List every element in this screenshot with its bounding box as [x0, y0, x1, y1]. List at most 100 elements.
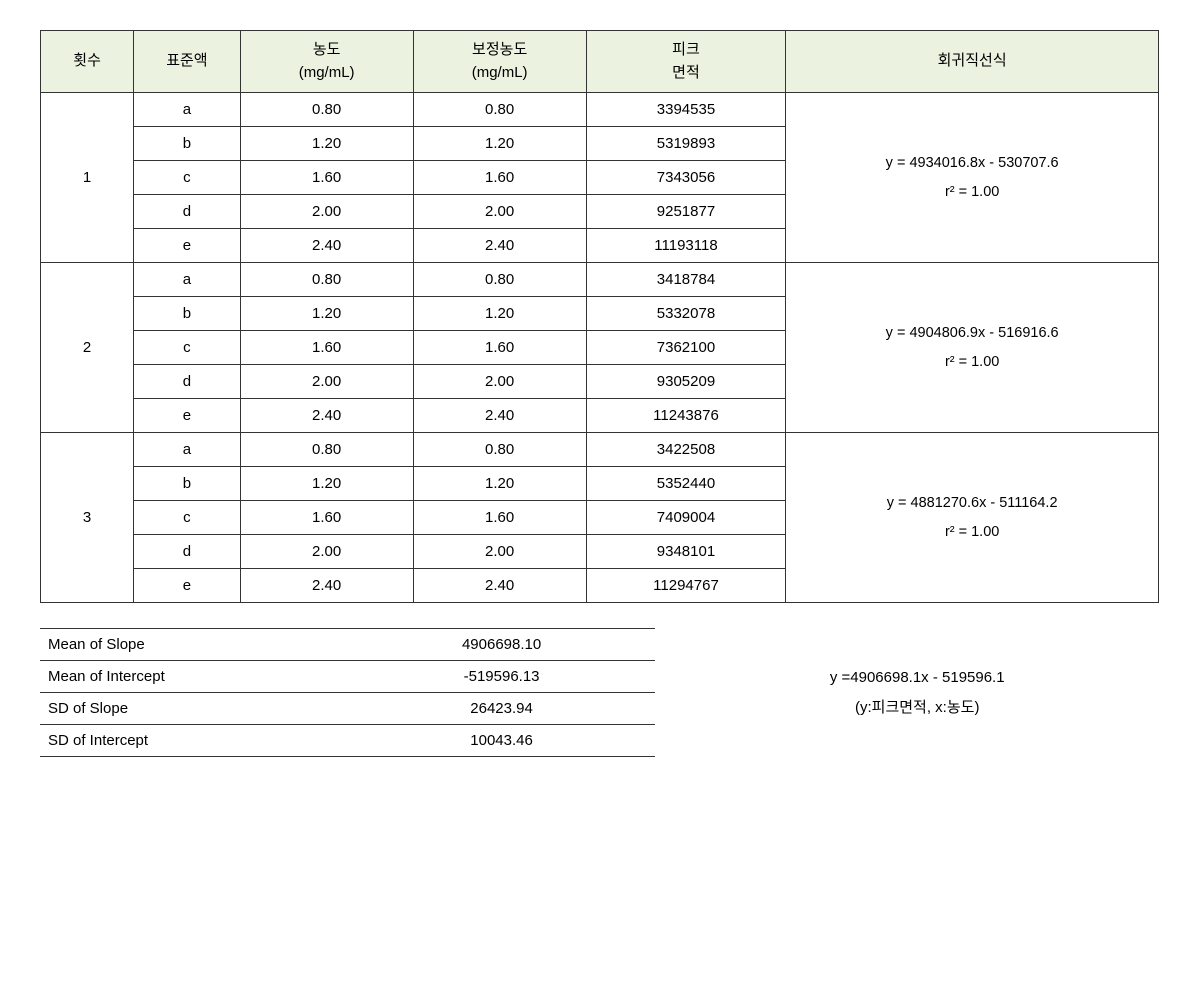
std-cell: c	[134, 161, 240, 195]
std-cell: b	[134, 297, 240, 331]
std-cell: d	[134, 535, 240, 569]
corr-cell: 2.40	[413, 569, 586, 603]
corr-cell: 1.60	[413, 331, 586, 365]
summary-equation: y =4906698.1x - 519596.1 (y:피크면적, x:농도)	[655, 663, 1159, 723]
peak-cell: 5332078	[586, 297, 786, 331]
equation-cell: y = 4934016.8x - 530707.6 r² = 1.00	[786, 93, 1159, 263]
header-count: 횟수	[41, 31, 134, 93]
header-peak-l1: 피크	[672, 41, 700, 58]
std-cell: a	[134, 93, 240, 127]
conc-cell: 1.60	[240, 161, 413, 195]
conc-cell: 0.80	[240, 263, 413, 297]
header-corr-l2: (mg/mL)	[472, 64, 528, 81]
stats-label: SD of Intercept	[40, 725, 348, 757]
table-row: 2a0.800.803418784y = 4904806.9x - 516916…	[41, 263, 1159, 297]
peak-cell: 11294767	[586, 569, 786, 603]
std-cell: e	[134, 229, 240, 263]
eq-line1: y = 4934016.8x - 530707.6	[886, 155, 1059, 171]
eq-line2: r² = 1.00	[945, 524, 999, 540]
header-conc-l2: (mg/mL)	[299, 64, 355, 81]
std-cell: e	[134, 399, 240, 433]
conc-cell: 1.20	[240, 297, 413, 331]
peak-cell: 5319893	[586, 127, 786, 161]
conc-cell: 2.00	[240, 535, 413, 569]
stats-value: -519596.13	[348, 661, 656, 693]
table-row: 1a0.800.803394535y = 4934016.8x - 530707…	[41, 93, 1159, 127]
eq-line1: y = 4881270.6x - 511164.2	[887, 495, 1058, 511]
eq-line2: r² = 1.00	[945, 354, 999, 370]
conc-cell: 0.80	[240, 93, 413, 127]
summary-eq-line1: y =4906698.1x - 519596.1	[830, 669, 1005, 686]
conc-cell: 2.40	[240, 569, 413, 603]
conc-cell: 2.00	[240, 365, 413, 399]
peak-cell: 11193118	[586, 229, 786, 263]
eq-line1: y = 4904806.9x - 516916.6	[886, 325, 1059, 341]
count-cell: 1	[41, 93, 134, 263]
std-cell: b	[134, 127, 240, 161]
std-cell: c	[134, 331, 240, 365]
count-cell: 2	[41, 263, 134, 433]
peak-cell: 7362100	[586, 331, 786, 365]
corr-cell: 1.20	[413, 127, 586, 161]
stats-container: Mean of Slope4906698.10Mean of Intercept…	[40, 628, 1159, 757]
corr-cell: 2.00	[413, 535, 586, 569]
peak-cell: 3418784	[586, 263, 786, 297]
peak-cell: 7409004	[586, 501, 786, 535]
equation-cell: y = 4904806.9x - 516916.6 r² = 1.00	[786, 263, 1159, 433]
corr-cell: 2.40	[413, 229, 586, 263]
peak-cell: 9305209	[586, 365, 786, 399]
header-peak: 피크면적	[586, 31, 786, 93]
stats-row: SD of Slope26423.94	[40, 693, 655, 725]
conc-cell: 1.60	[240, 331, 413, 365]
corr-cell: 1.60	[413, 501, 586, 535]
std-cell: a	[134, 263, 240, 297]
corr-cell: 2.40	[413, 399, 586, 433]
stats-row: Mean of Intercept-519596.13	[40, 661, 655, 693]
peak-cell: 3394535	[586, 93, 786, 127]
eq-line2: r² = 1.00	[945, 184, 999, 200]
conc-cell: 2.40	[240, 399, 413, 433]
corr-cell: 1.20	[413, 297, 586, 331]
stats-value: 10043.46	[348, 725, 656, 757]
stats-table: Mean of Slope4906698.10Mean of Intercept…	[40, 628, 655, 757]
std-cell: b	[134, 467, 240, 501]
peak-cell: 3422508	[586, 433, 786, 467]
std-cell: d	[134, 195, 240, 229]
std-cell: d	[134, 365, 240, 399]
stats-row: Mean of Slope4906698.10	[40, 629, 655, 661]
corr-cell: 0.80	[413, 93, 586, 127]
conc-cell: 1.20	[240, 467, 413, 501]
header-corr-l1: 보정농도	[472, 41, 527, 58]
equation-cell: y = 4881270.6x - 511164.2 r² = 1.00	[786, 433, 1159, 603]
peak-cell: 11243876	[586, 399, 786, 433]
header-standard: 표준액	[134, 31, 240, 93]
conc-cell: 1.60	[240, 501, 413, 535]
corr-cell: 2.00	[413, 195, 586, 229]
stats-label: SD of Slope	[40, 693, 348, 725]
table-header-row: 횟수 표준액 농도 (mg/mL) 보정농도 (mg/mL) 피크면적 회귀직선식	[41, 31, 1159, 93]
stats-label: Mean of Intercept	[40, 661, 348, 693]
conc-cell: 2.00	[240, 195, 413, 229]
stats-value: 26423.94	[348, 693, 656, 725]
header-concentration: 농도 (mg/mL)	[240, 31, 413, 93]
header-equation: 회귀직선식	[786, 31, 1159, 93]
corr-cell: 0.80	[413, 433, 586, 467]
header-conc-l1: 농도	[313, 41, 341, 58]
corr-cell: 1.20	[413, 467, 586, 501]
std-cell: a	[134, 433, 240, 467]
stats-value: 4906698.10	[348, 629, 656, 661]
header-corrected: 보정농도 (mg/mL)	[413, 31, 586, 93]
stats-row: SD of Intercept10043.46	[40, 725, 655, 757]
conc-cell: 1.20	[240, 127, 413, 161]
std-cell: c	[134, 501, 240, 535]
peak-cell: 7343056	[586, 161, 786, 195]
peak-cell: 9348101	[586, 535, 786, 569]
table-row: 3a0.800.803422508y = 4881270.6x - 511164…	[41, 433, 1159, 467]
count-cell: 3	[41, 433, 134, 603]
summary-eq-line2: (y:피크면적, x:농도)	[855, 699, 979, 716]
peak-cell: 5352440	[586, 467, 786, 501]
std-cell: e	[134, 569, 240, 603]
corr-cell: 1.60	[413, 161, 586, 195]
conc-cell: 2.40	[240, 229, 413, 263]
peak-cell: 9251877	[586, 195, 786, 229]
